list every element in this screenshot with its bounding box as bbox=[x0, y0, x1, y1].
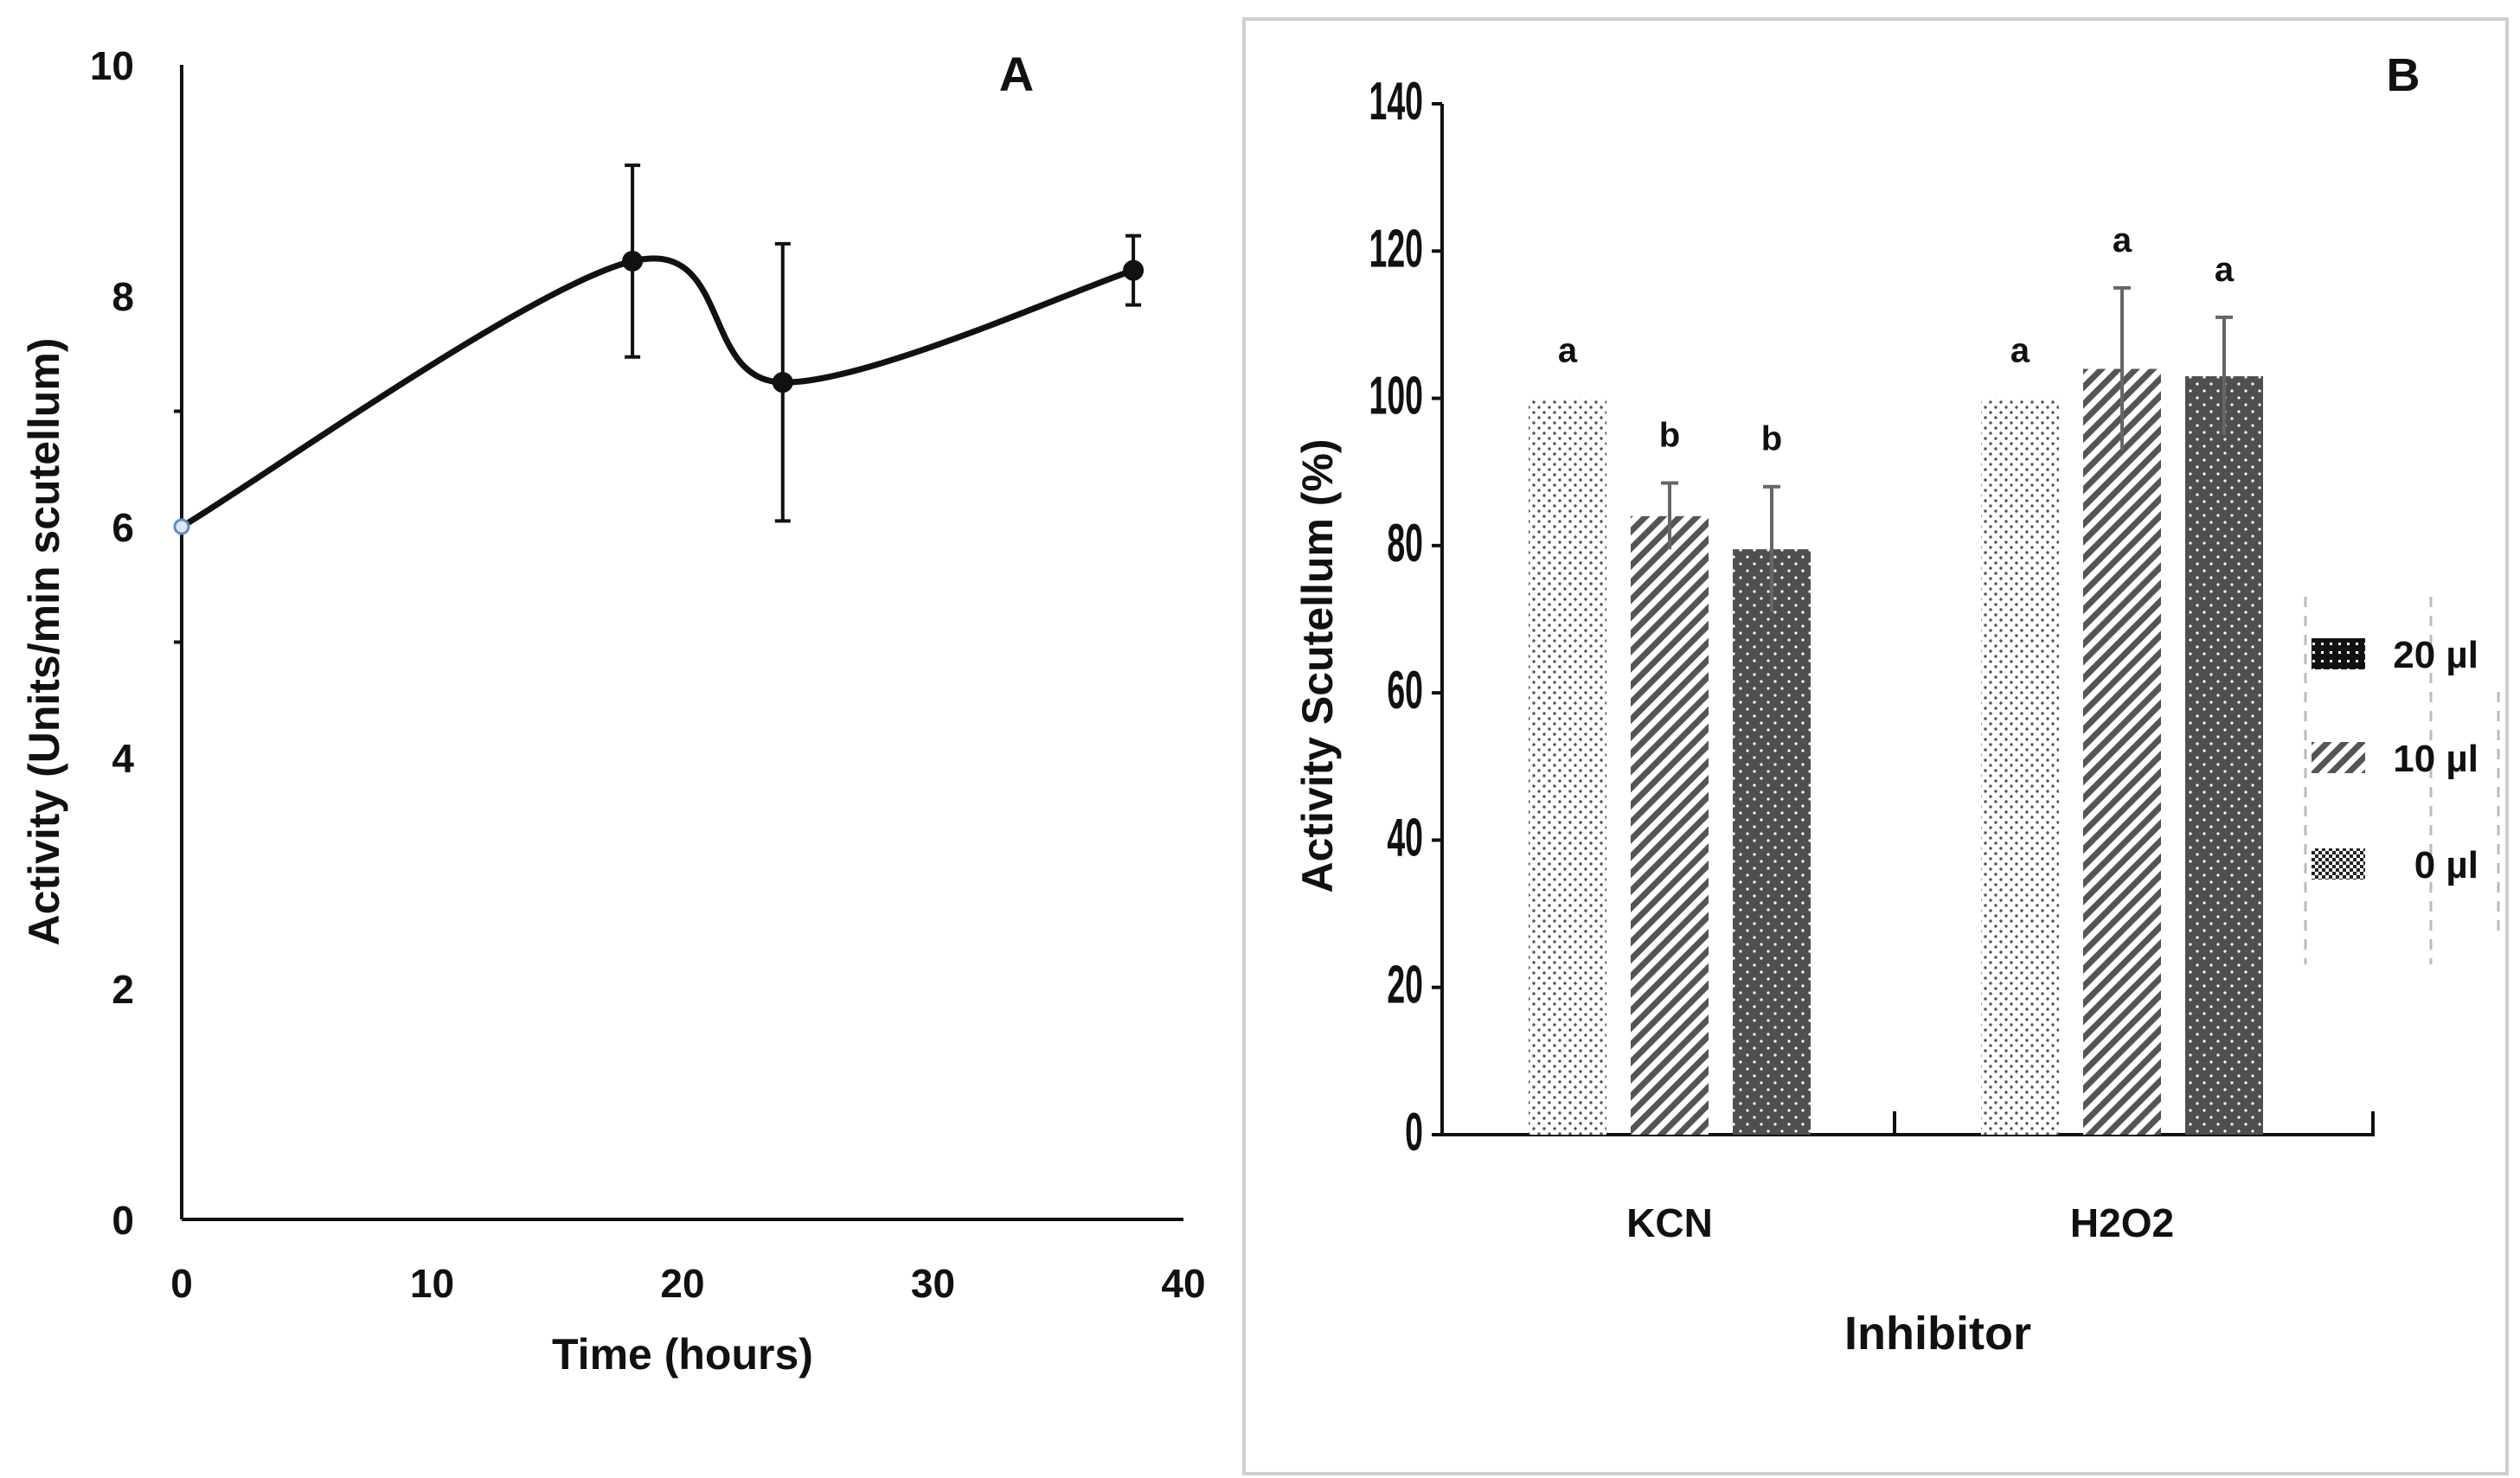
panel-a-series-line bbox=[180, 255, 1135, 530]
panel-b-legend-swatch bbox=[2312, 848, 2365, 880]
panel-b-bar bbox=[1733, 549, 1811, 1135]
panel-b-significance-letter: a bbox=[2010, 332, 2030, 370]
panel-a-letter: A bbox=[999, 47, 1034, 101]
panel-b-y-tick-label: 60 bbox=[1387, 659, 1423, 720]
panel-a-data-point bbox=[772, 372, 793, 393]
panel-a-x-tick-label: 10 bbox=[410, 1261, 454, 1306]
panel-b-category-label: H2O2 bbox=[2070, 1200, 2174, 1245]
panel-b-bar bbox=[1981, 398, 2059, 1136]
panel-b-category-label: KCN bbox=[1626, 1200, 1713, 1245]
panel-a-x-tick-label: 0 bbox=[170, 1261, 193, 1306]
panel-b-significance-letter: a bbox=[2215, 251, 2235, 289]
panel-b-bar bbox=[2083, 368, 2161, 1135]
panel-a-x-tick-label: 30 bbox=[911, 1261, 955, 1306]
panel-a-data-point bbox=[1123, 259, 1145, 281]
panel-b-significance-letter: a bbox=[1558, 332, 1578, 370]
panel-b-legend-label: 10 µl bbox=[2393, 738, 2478, 780]
panel-b-y-axis-label: Activity Scutellum (%) bbox=[1293, 438, 1342, 893]
panel-a-y-tick-label: 4 bbox=[112, 736, 134, 781]
panel-a-data-point bbox=[622, 250, 644, 272]
panel-b-legend-swatch bbox=[2312, 742, 2365, 773]
panel-a-data-point bbox=[173, 518, 190, 535]
panel-a-y-tick-label: 8 bbox=[112, 274, 134, 319]
panel-a-y-axis-label: Activity (Units/min scutellum) bbox=[20, 338, 68, 946]
panel-b-significance-letter: a bbox=[2113, 221, 2132, 259]
panel-b-legend-label: 0 µl bbox=[2414, 844, 2478, 886]
panel-b-legend: 20 µl 10 µl 0 µl bbox=[2304, 597, 2500, 964]
panel-b-y-tick-label: 100 bbox=[1369, 365, 1423, 425]
panel-b-y-tick-label: 20 bbox=[1387, 954, 1423, 1014]
panel-b-significance-letter: b bbox=[1761, 420, 1782, 458]
panel-b-legend-label: 20 µl bbox=[2393, 634, 2478, 676]
panel-b-bar bbox=[1631, 515, 1709, 1135]
panel-a-x-tick-label: 40 bbox=[1161, 1261, 1205, 1306]
panel-a-x-axis-label: Time (hours) bbox=[552, 1330, 813, 1379]
panel-b-chart: 0 20 40 60 80 100 120 140 a b b a a a KCN H2O2 Inhibi… bbox=[1242, 17, 2509, 1475]
panel-b-x-axis-label: Inhibitor bbox=[1844, 1308, 2031, 1360]
panel-a-y-tick-label: 10 bbox=[90, 43, 134, 88]
panel-a-y-tick-label: 2 bbox=[112, 967, 134, 1012]
panel-b-y-tick-label: 80 bbox=[1387, 512, 1423, 573]
panel-a-x-tick-label: 20 bbox=[660, 1261, 704, 1306]
panel-a-y-tick-label: 0 bbox=[112, 1198, 134, 1243]
panel-b-y-tick-label: 0 bbox=[1405, 1101, 1423, 1161]
panel-b-legend-swatch bbox=[2312, 638, 2365, 669]
panel-a-y-tick-label: 6 bbox=[112, 505, 134, 550]
panel-b-y-tick-label: 120 bbox=[1369, 217, 1423, 278]
panel-b-significance-letter: b bbox=[1659, 416, 1680, 454]
panel-b-bar bbox=[1529, 398, 1606, 1136]
panel-b-bar bbox=[2185, 376, 2263, 1135]
panel-a-chart: 0 2 4 6 8 10 0 10 20 30 40 Time (hours) Activity … bbox=[20, 43, 1206, 1379]
panel-b-letter: B bbox=[2387, 49, 2421, 101]
panel-b-frame bbox=[1242, 17, 2509, 1475]
panel-b-y-tick-label: 140 bbox=[1369, 70, 1423, 131]
panel-b-y-tick-label: 40 bbox=[1387, 806, 1423, 867]
